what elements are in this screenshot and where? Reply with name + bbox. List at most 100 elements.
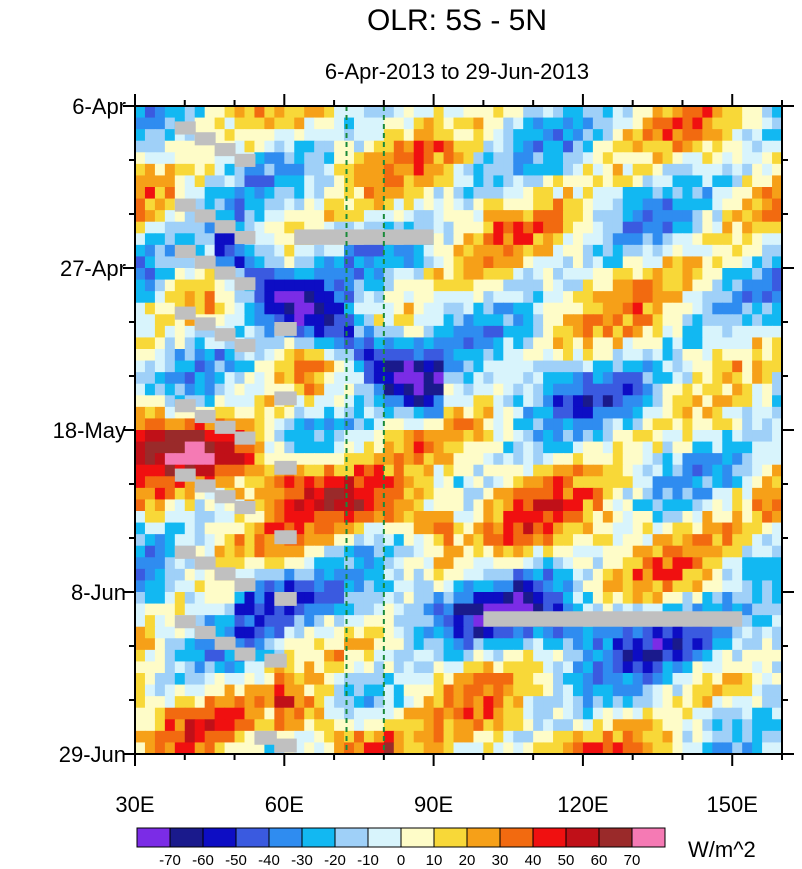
- field-cell: [732, 152, 743, 165]
- field-cell: [453, 522, 465, 535]
- field-cell: [304, 684, 315, 697]
- field-cell: [543, 140, 554, 153]
- field-cell: [503, 464, 514, 477]
- field-cell: [513, 673, 524, 686]
- field-cell: [334, 476, 345, 489]
- field-cell: [622, 337, 634, 350]
- field-cell: [144, 580, 156, 593]
- field-cell: [712, 198, 723, 211]
- field-cell: [443, 337, 455, 350]
- field-cell: [443, 476, 455, 489]
- field-cell: [722, 649, 733, 663]
- field-cell: [762, 730, 773, 744]
- field-cell: [443, 360, 455, 373]
- field-cell: [254, 615, 265, 628]
- field-cell: [563, 244, 574, 258]
- field-cell: [563, 742, 574, 755]
- field-cell: [334, 406, 345, 420]
- field-cell: [503, 129, 514, 142]
- field-cell: [722, 603, 733, 616]
- field-cell: [353, 221, 365, 234]
- field-cell: [363, 360, 375, 373]
- field-cell: [523, 325, 534, 339]
- field-cell: [294, 383, 305, 396]
- field-cell: [344, 106, 355, 119]
- field-cell: [473, 372, 484, 385]
- field-cell: [184, 360, 196, 373]
- field-cell: [204, 742, 216, 755]
- field-cell: [742, 325, 753, 339]
- field-cell: [672, 210, 684, 223]
- field-cell: [662, 522, 674, 535]
- field-cell: [572, 302, 584, 315]
- field-cell: [513, 117, 524, 130]
- field-cell: [433, 592, 445, 605]
- field-cell: [144, 742, 156, 755]
- field-cell: [702, 198, 713, 211]
- field-cell: [582, 592, 594, 605]
- field-cell: [244, 626, 256, 639]
- field-cell: [612, 592, 624, 605]
- field-cell: [224, 349, 236, 362]
- field-cell: [244, 557, 256, 570]
- field-cell: [373, 626, 385, 639]
- field-cell: [334, 325, 345, 339]
- field-cell: [353, 499, 365, 512]
- field-cell: [692, 372, 703, 385]
- field-cell: [413, 360, 425, 373]
- field-cell: [204, 221, 216, 234]
- field-cell: [543, 221, 554, 234]
- field-cell: [682, 256, 694, 269]
- field-cell: [622, 673, 634, 686]
- field-cell: [383, 545, 395, 558]
- field-cell: [383, 476, 395, 489]
- field-cell: [403, 580, 415, 593]
- field-cell: [622, 383, 634, 396]
- field-cell: [533, 291, 544, 304]
- field-cell: [632, 314, 644, 327]
- field-cell: [543, 117, 554, 130]
- field-cell: [423, 557, 435, 570]
- field-cell: [184, 279, 196, 292]
- field-cell: [772, 545, 783, 558]
- field-cell: [572, 453, 584, 466]
- field-cell: [383, 175, 395, 188]
- field-cell: [304, 140, 315, 153]
- field-cell: [413, 268, 425, 281]
- field-cell: [543, 592, 554, 605]
- missing-data-box: [234, 153, 256, 167]
- field-cell: [553, 603, 564, 616]
- field-cell: [344, 580, 355, 593]
- field-cell: [453, 337, 465, 350]
- field-cell: [523, 372, 534, 385]
- field-cell: [184, 372, 196, 385]
- field-cell: [214, 372, 226, 385]
- field-cell: [383, 349, 395, 362]
- field-cell: [423, 406, 435, 420]
- field-cell: [413, 730, 425, 744]
- field-cell: [264, 684, 275, 697]
- field-cell: [582, 545, 594, 558]
- field-cell: [294, 406, 305, 420]
- field-cell: [772, 395, 783, 408]
- field-cell: [473, 626, 484, 639]
- field-cell: [254, 568, 265, 582]
- field-cell: [523, 163, 534, 177]
- field-cell: [612, 406, 624, 420]
- field-cell: [553, 649, 564, 663]
- field-cell: [453, 314, 465, 327]
- field-cell: [692, 603, 703, 616]
- field-cell: [662, 360, 674, 373]
- field-cell: [135, 580, 146, 593]
- field-cell: [383, 580, 395, 593]
- field-cell: [443, 221, 455, 234]
- field-cell: [344, 487, 355, 501]
- field-cell: [324, 256, 335, 269]
- field-cell: [244, 383, 256, 396]
- field-cell: [662, 198, 674, 211]
- field-cell: [772, 106, 783, 119]
- field-cell: [254, 279, 265, 292]
- field-cell: [314, 707, 325, 720]
- field-cell: [742, 487, 753, 501]
- field-cell: [184, 349, 196, 362]
